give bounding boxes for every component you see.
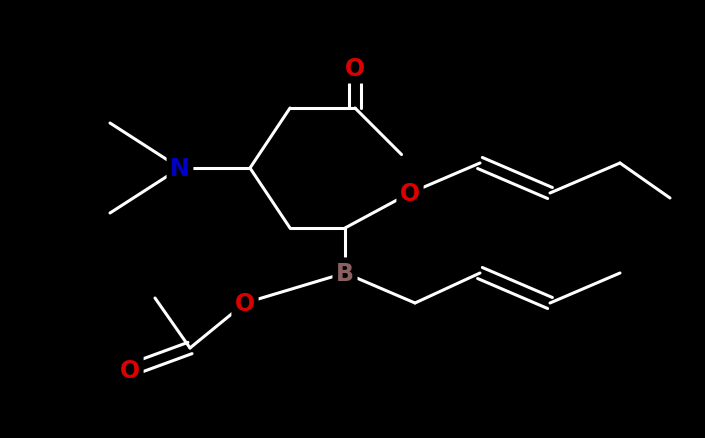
Text: N: N xyxy=(170,157,190,180)
Text: O: O xyxy=(345,57,365,81)
Text: O: O xyxy=(120,358,140,382)
Text: O: O xyxy=(235,291,255,315)
Text: B: B xyxy=(336,261,354,285)
Text: O: O xyxy=(400,182,420,205)
